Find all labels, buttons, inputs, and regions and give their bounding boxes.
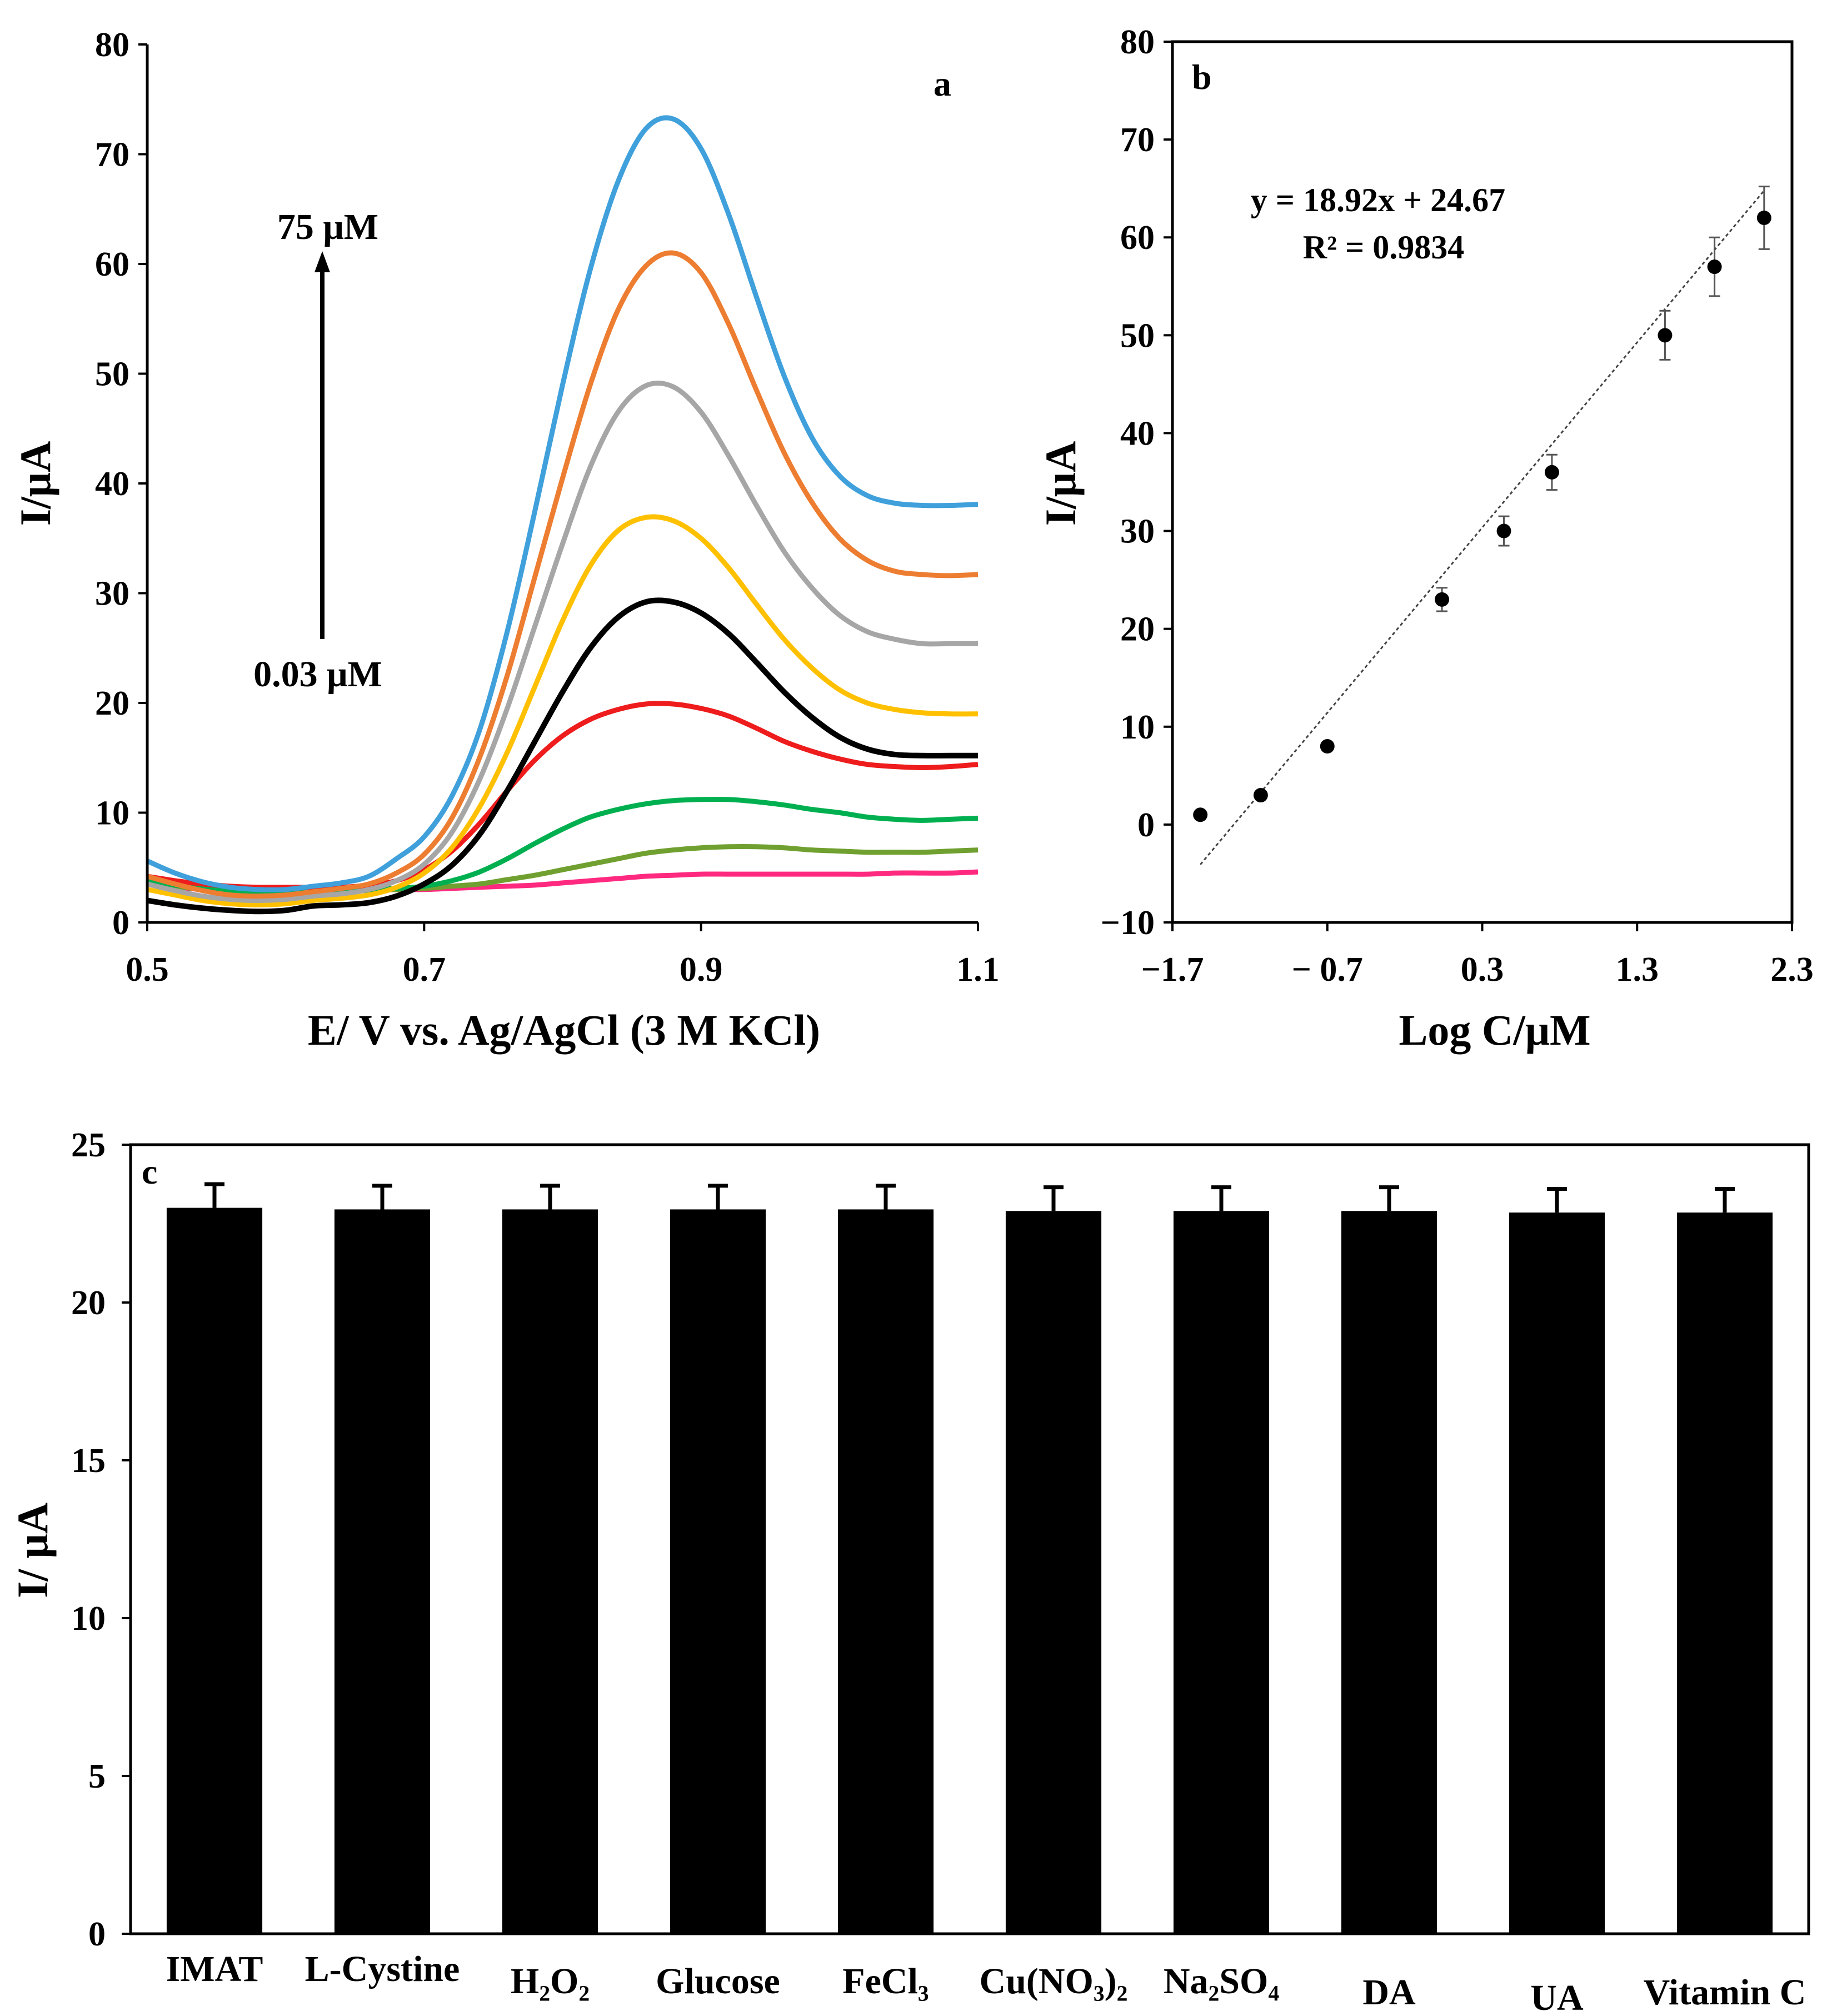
bar-4	[670, 1209, 766, 1934]
linear-fit-line	[1200, 190, 1765, 865]
panel-a-y-tick-label: 50	[95, 356, 129, 393]
data-point-5	[1496, 523, 1511, 538]
panel-b-y-tick-label: 10	[1120, 708, 1155, 746]
bar-8	[1341, 1211, 1437, 1934]
panel-a-y-tick-label: 20	[95, 685, 129, 722]
panel-a-x-tick-label: 0.5	[126, 951, 169, 989]
panel-b-y-tick-label: 40	[1120, 415, 1155, 452]
data-point-4	[1435, 592, 1450, 607]
bar-3	[502, 1209, 598, 1934]
panel-a-y-tick-label: 60	[95, 246, 129, 283]
panel-a-y-tick-label: 70	[95, 136, 129, 174]
bar-1	[166, 1207, 263, 1934]
panel-a-letter: a	[934, 64, 951, 103]
bar-6	[1005, 1211, 1102, 1934]
panel-a-y-tick-label: 40	[95, 465, 129, 503]
panel-a-chart: 0 10 20 30 40 50 60 70 80 0.5 0.7 0.9 1.1 a I/μA E/…	[11, 26, 1000, 1054]
annotation-75-um: 75 μM	[277, 207, 378, 247]
panel-c-category-labels: IMAT L-Cystine H₂O₂ Glucose FeCl₃ Cu(NO₃)₂ Na₂…	[166, 1949, 1806, 2016]
panel-b-y-tick-label: 60	[1120, 219, 1155, 257]
series-line-4	[147, 701, 979, 890]
panel-a-y-tick-label: 30	[95, 575, 129, 613]
panel-b-y-axis-label: I/μA	[1036, 441, 1085, 526]
category-label-3: H₂O₂	[511, 1961, 590, 2002]
series-line-8	[146, 250, 979, 899]
series-line-7	[146, 380, 978, 903]
panel-b-y-tick-label: −10	[1101, 904, 1155, 942]
panel-a-x-tick-label: 1.1	[956, 951, 1000, 989]
bar-2	[334, 1209, 431, 1934]
data-point-2	[1253, 788, 1268, 803]
panel-c-letter: c	[142, 1152, 157, 1191]
panel-c-y-tick-label: 10	[71, 1600, 106, 1638]
panel-b-x-tick-labels: −1.7 − 0.7 0.3 1.3 2.3	[1141, 922, 1814, 989]
bar-9	[1509, 1212, 1605, 1934]
panel-c-y-tick-label: 0	[88, 1915, 106, 1953]
panel-a-x-tick-label: 0.9	[680, 951, 723, 989]
category-label-8: DA	[1362, 1972, 1416, 2013]
regression-equation: y = 18.92x + 24.67	[1251, 182, 1505, 218]
category-label-6: Cu(NO₃)₂	[980, 1961, 1128, 2002]
category-label-2: L-Cystine	[305, 1949, 460, 1989]
category-label-9: UA	[1530, 1978, 1584, 2016]
panel-c-plot-area	[129, 1143, 1810, 1935]
panel-a-y-tick-labels: 0 10 20 30 40 50 60 70 80	[95, 26, 147, 942]
panel-c-y-tick-label: 25	[71, 1126, 106, 1164]
data-point-7	[1658, 328, 1673, 343]
panel-c-chart: 0 5 10 15 20 25 IMAT L-Cystine H₂O₂ Glucose FeCl₃…	[8, 1126, 1810, 2016]
panel-c-y-axis-label: I/ μA	[8, 1503, 57, 1598]
panel-c-y-tick-label: 20	[71, 1284, 106, 1322]
panel-b-x-tick-label: − 0.7	[1292, 951, 1363, 989]
panel-a-series-lines	[146, 115, 979, 915]
data-point-8	[1707, 260, 1722, 275]
series-line-9	[146, 115, 979, 892]
annotation-003-um: 0.03 μM	[253, 654, 382, 695]
panel-b-x-tick-label: 0.3	[1461, 951, 1504, 989]
panel-c-y-tick-label: 5	[88, 1758, 106, 1795]
r-squared: R² = 0.9834	[1303, 229, 1465, 266]
data-point-6	[1544, 465, 1559, 480]
panel-a-x-tick-labels: 0.5 0.7 0.9 1.1	[126, 922, 1000, 989]
panel-b-data-points	[1193, 186, 1771, 822]
panel-a-x-tick-label: 0.7	[403, 951, 446, 989]
category-label-7: Na₂SO₄	[1164, 1961, 1279, 2002]
panel-c-y-tick-label: 15	[71, 1442, 106, 1480]
data-point-3	[1320, 739, 1335, 753]
panel-b-y-tick-label: 70	[1120, 121, 1155, 159]
panel-b-y-tick-label: 20	[1120, 611, 1155, 648]
panel-b-y-tick-label: 50	[1120, 317, 1155, 355]
category-label-4: Glucose	[656, 1961, 780, 2002]
series-line-5	[147, 597, 978, 915]
concentration-arrow-head	[315, 251, 330, 272]
data-point-9	[1756, 211, 1771, 225]
category-label-1: IMAT	[166, 1949, 263, 1989]
panel-b-fit-line	[1200, 190, 1765, 865]
panel-b-x-tick-label: 2.3	[1770, 951, 1814, 989]
panel-b-letter: b	[1192, 57, 1212, 97]
bar-10	[1676, 1212, 1773, 1934]
panel-b-y-tick-label: 0	[1137, 806, 1155, 844]
data-point-1	[1193, 807, 1208, 822]
panel-b-x-tick-label: 1.3	[1616, 951, 1659, 989]
panel-b-x-tick-label: −1.7	[1141, 951, 1204, 989]
panel-a-y-tick-label: 10	[95, 795, 129, 832]
panel-a-x-axis-label: E/ V vs. Ag/AgCl (3 M KCl)	[308, 1006, 820, 1054]
series-line-6	[147, 514, 979, 907]
category-label-10: Vitamin C	[1644, 1972, 1806, 2013]
panel-b-x-axis-label: Log C/μM	[1399, 1006, 1590, 1054]
panel-a-y-tick-label: 0	[112, 904, 129, 942]
panel-b-y-tick-labels: −10 0 10 20 30 40 50 60 70 80	[1101, 23, 1172, 942]
panel-a-y-axis-label: I/μA	[11, 441, 59, 526]
category-label-5: FeCl₃	[842, 1961, 929, 2002]
bar-5	[837, 1209, 934, 1934]
panel-c-y-tick-labels: 0 5 10 15 20 25	[71, 1126, 131, 1953]
panel-a-y-tick-label: 80	[95, 26, 129, 64]
bar-7	[1173, 1211, 1270, 1934]
series-line-3	[147, 796, 979, 895]
panel-c-bars	[166, 1182, 1773, 1934]
panel-b-y-tick-label: 30	[1120, 513, 1155, 551]
panel-b-y-tick-label: 80	[1120, 23, 1155, 61]
